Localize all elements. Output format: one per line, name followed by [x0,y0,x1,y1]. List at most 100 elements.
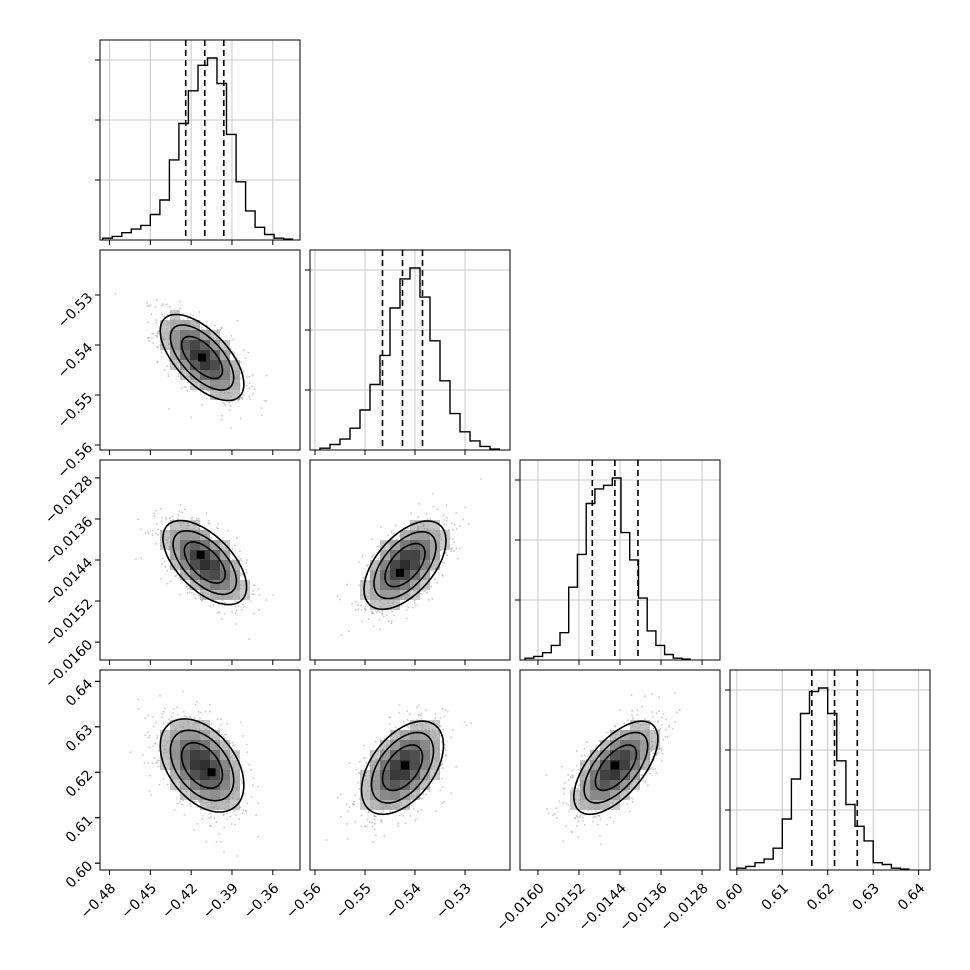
density-cell [160,320,170,330]
scatter-point [636,714,638,716]
scatter-point [393,532,395,535]
scatter-point [209,824,212,827]
scatter-point [164,536,166,538]
scatter-point [180,524,182,527]
density-cell [210,790,220,800]
scatter-point [149,304,152,306]
scatter-point [170,558,173,561]
scatter-point [429,787,432,789]
scatter-point [210,536,213,539]
scatter-point [432,721,435,724]
scatter-point [207,389,209,392]
scatter-point [236,782,239,784]
scatter-point [406,710,408,712]
scatter-point [420,718,423,720]
scatter-point [434,717,437,720]
scatter-point [202,731,205,734]
scatter-point [161,557,164,560]
scatter-point [171,515,174,518]
scatter-point [432,505,435,508]
scatter-point [228,401,231,404]
scatter-point [582,774,584,776]
scatter-point [371,825,374,828]
scatter-point [198,728,201,730]
scatter-point [156,737,159,739]
scatter-point [346,583,348,586]
density-cell [200,580,210,590]
scatter-point [395,806,397,809]
density-cell [170,750,180,760]
scatter-point [162,745,165,747]
scatter-point [396,736,399,738]
scatter-point [187,524,190,527]
scatter-point [232,393,235,396]
scatter-point [227,752,230,755]
density-cell [180,750,190,760]
scatter-point [412,794,415,797]
scatter-point [168,767,171,770]
scatter-point [250,768,253,771]
density-cell [620,750,630,760]
scatter-point [455,765,458,768]
scatter-point [143,762,146,764]
scatter-point [420,526,422,528]
scatter-point [452,538,454,540]
scatter-point [392,600,395,602]
histogram-step [736,687,910,870]
scatter-point [393,804,395,807]
scatter-point [630,694,633,697]
scatter-point [231,741,234,744]
scatter-point [644,780,647,783]
scatter-point [415,818,417,820]
scatter-point [426,518,429,521]
scatter-point [198,527,201,530]
density-cell [570,790,580,800]
scatter-point [148,734,151,737]
scatter-point [596,750,598,753]
scatter-point [666,735,669,738]
density-cell [240,580,250,590]
density-cell [600,790,610,800]
scatter-point [369,774,371,777]
scatter-point [363,744,365,747]
scatter-point [405,609,408,611]
density-cell [360,780,370,790]
scatter-point [192,380,195,383]
scatter-point [643,695,646,698]
density-cell [180,520,190,530]
scatter-point [462,518,465,521]
scatter-point [161,324,164,327]
scatter-point [216,394,218,396]
density-cell [390,780,400,790]
scatter-point [372,573,374,576]
scatter-point [627,786,630,789]
scatter-point [153,515,156,517]
scatter-point [154,509,157,512]
scatter-point [450,736,453,739]
scatter-point [233,744,236,747]
scatter-point [360,773,363,776]
density-cell [190,550,200,560]
y-tick-label: 0.63 [63,722,96,755]
scatter-point [187,374,189,377]
scatter-point [167,373,170,375]
scatter-point [257,588,260,590]
scatter-point [572,774,574,777]
scatter-point [441,707,444,710]
scatter-point [631,716,634,719]
scatter-point [371,570,374,573]
scatter-point [162,710,165,713]
scatter-point [160,507,162,510]
scatter-point [226,812,228,815]
scatter-point [642,780,644,782]
scatter-point [207,801,210,804]
scatter-point [655,712,658,715]
scatter-point [272,594,275,596]
scatter-point [547,812,550,815]
scatter-point [160,545,162,547]
scatter-point [365,762,368,764]
scatter-point [217,594,219,597]
scatter-point [451,529,454,531]
scatter-point [616,798,619,801]
scatter-point [245,562,248,564]
